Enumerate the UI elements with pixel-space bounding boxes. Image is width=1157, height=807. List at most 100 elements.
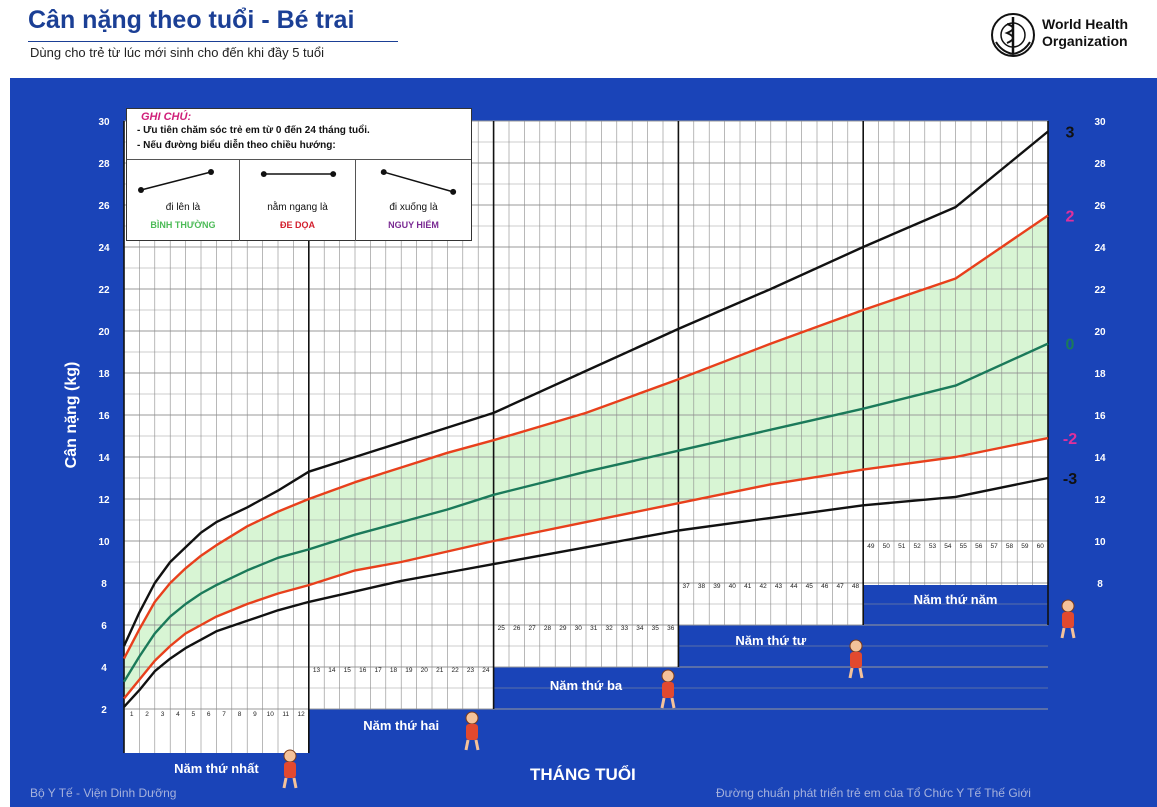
month-label: 8 (238, 711, 242, 718)
month-label: 35 (652, 625, 660, 632)
month-label: 20 (421, 667, 429, 674)
child-leg (292, 777, 298, 789)
footer-credit-left: Bộ Y Tế - Viện Dinh Dưỡng (30, 786, 177, 800)
y-tick-label-left: 16 (98, 411, 110, 422)
child-leg (660, 697, 666, 709)
month-label: 29 (559, 625, 567, 632)
child-leg (670, 697, 676, 709)
month-label: 50 (883, 543, 891, 550)
year-label: Năm thứ ba (550, 678, 623, 693)
child-leg (464, 739, 470, 751)
child-leg (848, 667, 854, 679)
month-label: 37 (682, 583, 690, 590)
note-case-up: đi lên là BÌNH THƯỜNG (127, 159, 239, 241)
month-label: 41 (744, 583, 752, 590)
y-tick-label-right: 12 (1094, 495, 1106, 506)
y-tick-label-left: 22 (98, 285, 110, 296)
child-figure-icon (464, 711, 480, 751)
month-label: 18 (390, 667, 398, 674)
month-label: 9 (253, 711, 257, 718)
month-label: 28 (544, 625, 552, 632)
month-label: 45 (806, 583, 814, 590)
month-label: 51 (898, 543, 906, 550)
month-label: 6 (207, 711, 211, 718)
y-tick-label-right: 10 (1094, 537, 1106, 548)
y-tick-label-left: 28 (98, 159, 110, 170)
month-label: 56 (975, 543, 983, 550)
y-tick-label-left: 6 (101, 621, 107, 632)
y-tick-label-left: 2 (101, 705, 107, 716)
month-label: 55 (960, 543, 968, 550)
trend-flat-icon (260, 171, 337, 178)
series-line (122, 214, 1049, 660)
month-label: 26 (513, 625, 521, 632)
month-label: 32 (605, 625, 613, 632)
footer-credit-right: Đường chuẩn phát triển trẻ em của Tổ Chứ… (716, 786, 1031, 800)
child-figure-icon (1060, 599, 1076, 639)
month-label: 27 (528, 625, 536, 632)
month-label: 4 (176, 711, 180, 718)
y-tick-label-left: 24 (98, 243, 110, 254)
trend-up-icon (138, 169, 214, 193)
who-logo: World Health Organization (990, 12, 1150, 62)
child-head (1061, 599, 1075, 613)
month-label: 47 (836, 583, 844, 590)
year-label: Năm thứ nhất (174, 761, 259, 776)
x-axis-title: THÁNG TUỔI (530, 765, 636, 784)
trend-down-icon (380, 169, 457, 195)
month-label: 38 (698, 583, 706, 590)
y-tick-label-right: 18 (1094, 369, 1106, 380)
month-label: 48 (852, 583, 860, 590)
month-label: 25 (498, 625, 506, 632)
y-tick-label-right: 22 (1094, 285, 1106, 296)
child-head (849, 639, 863, 653)
y-tick-label-right: 16 (1094, 411, 1106, 422)
month-label: 24 (482, 667, 490, 674)
note-case-caption: nằm ngang là (267, 202, 328, 213)
month-label: 15 (344, 667, 352, 674)
series-label: 0 (1066, 337, 1075, 354)
y-tick-label-right: 20 (1094, 327, 1106, 338)
y-axis-title: Cân nặng (kg) (63, 362, 80, 469)
note-line-2: - Nếu đường biểu diễn theo chiều hướng: (137, 140, 336, 151)
month-label: 14 (328, 667, 336, 674)
month-label: 34 (636, 625, 644, 632)
month-label: 44 (790, 583, 798, 590)
y-tick-label-left: 10 (98, 537, 110, 548)
title-underline (28, 41, 398, 42)
y-tick-label-left: 14 (98, 453, 110, 464)
month-label: 54 (944, 543, 952, 550)
month-label: 58 (1006, 543, 1014, 550)
child-body (284, 762, 296, 778)
month-label: 43 (775, 583, 783, 590)
month-label: 13 (313, 667, 321, 674)
month-label: 40 (729, 583, 737, 590)
month-label: 23 (467, 667, 475, 674)
note-case-caption: đi xuống là (389, 202, 438, 213)
y-tick-label-left: 8 (101, 579, 107, 590)
month-label: 36 (667, 625, 675, 632)
month-label: 59 (1021, 543, 1029, 550)
month-label: 11 (282, 711, 289, 718)
header: Cân nặng theo tuổi - Bé trai Dùng cho tr… (0, 0, 1157, 78)
child-figure-icon (660, 669, 676, 709)
month-label: 31 (590, 625, 598, 632)
child-figure-icon (848, 639, 864, 679)
child-leg (282, 777, 288, 789)
series-line (122, 130, 1049, 647)
child-body (1062, 612, 1074, 628)
child-leg (474, 739, 480, 751)
year-label: Năm thứ tư (735, 633, 806, 648)
series-label: 2 (1066, 209, 1075, 226)
child-figure-icon (282, 749, 298, 789)
child-leg (1060, 627, 1066, 639)
month-label: 10 (267, 711, 275, 718)
month-label: 7 (222, 711, 226, 718)
child-head (661, 669, 675, 683)
child-leg (1070, 627, 1076, 639)
y-tick-label-left: 30 (98, 117, 110, 128)
note-case-word: BÌNH THƯỜNG (150, 220, 216, 230)
who-text-line1: World Health (1042, 16, 1129, 32)
month-label: 53 (929, 543, 937, 550)
